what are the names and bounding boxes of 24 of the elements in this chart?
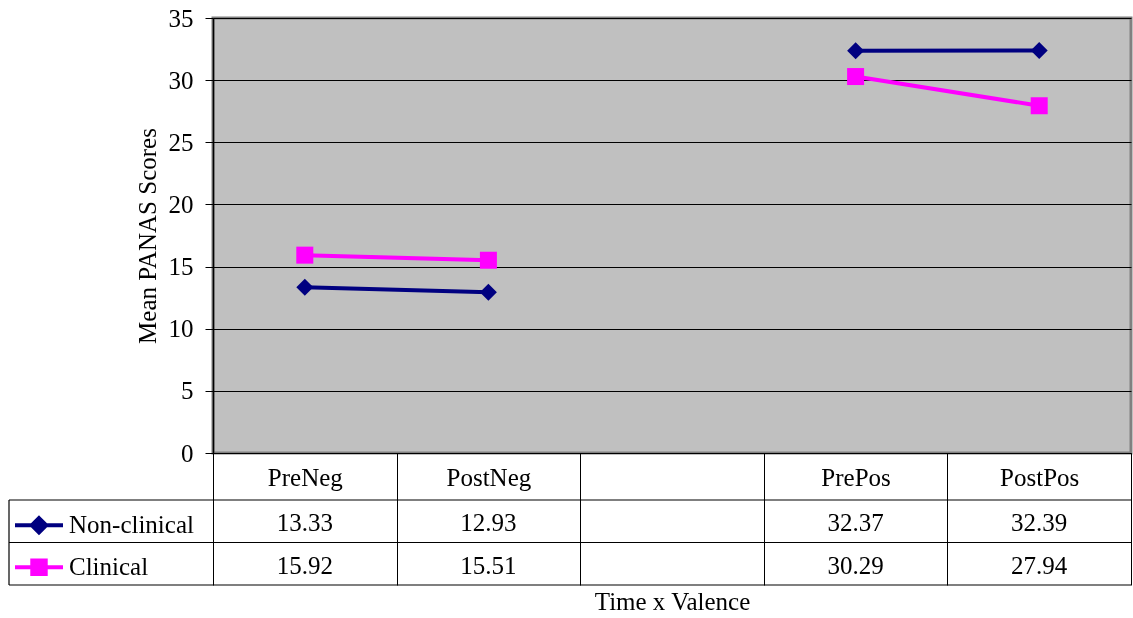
- x-tick-label: PostPos: [1000, 463, 1080, 491]
- y-tick-label: 15: [168, 253, 194, 281]
- legend-label: Clinical: [69, 553, 149, 581]
- y-tick-label: 25: [168, 128, 194, 156]
- data-label: 32.39: [1011, 509, 1068, 537]
- data-label: 12.93: [460, 509, 517, 537]
- y-tick-label: 10: [168, 315, 194, 343]
- data-label: 30.29: [827, 551, 884, 579]
- x-tick-label: PrePos: [821, 463, 891, 491]
- y-tick-label: 20: [168, 190, 194, 218]
- y-tick-label: 0: [181, 439, 194, 467]
- x-tick-label: PreNeg: [267, 463, 344, 491]
- data-label: 27.94: [1011, 551, 1068, 579]
- data-label: 32.37: [827, 509, 884, 537]
- x-tick-label: PostNeg: [446, 463, 532, 491]
- y-tick-label: 30: [168, 66, 194, 94]
- data-label: 15.92: [276, 551, 333, 579]
- legend-label: Non-clinical: [69, 511, 195, 539]
- y-tick-label: 35: [168, 4, 194, 32]
- y-axis-title: Mean PANAS Scores: [133, 128, 161, 344]
- y-tick-label: 5: [181, 377, 194, 405]
- data-label: 13.33: [276, 509, 333, 537]
- x-axis-title: Time x Valence: [594, 588, 751, 615]
- data-label: 15.51: [460, 551, 517, 579]
